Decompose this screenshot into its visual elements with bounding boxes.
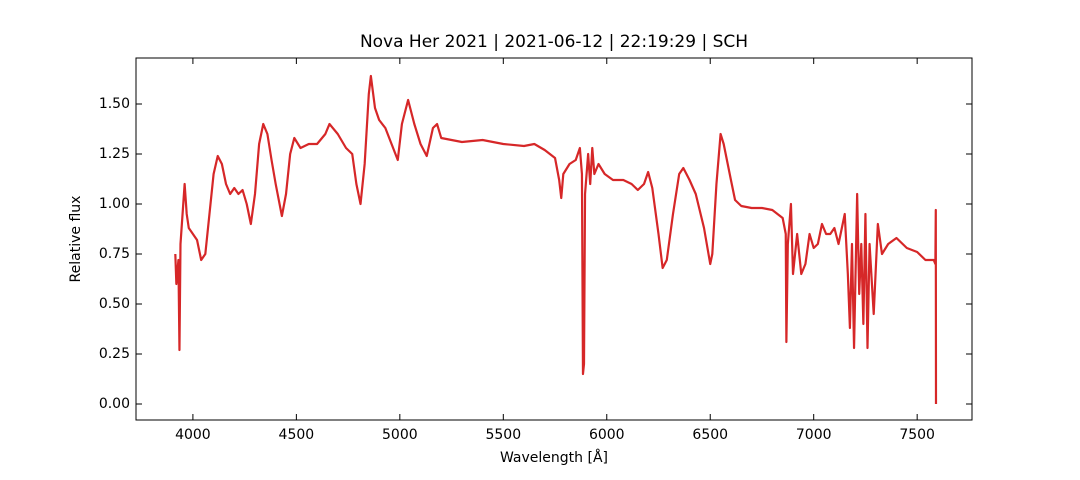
x-tick-label: 5000 <box>382 427 418 443</box>
x-axis-label: Wavelength [Å] <box>500 449 608 466</box>
x-tick-label: 7000 <box>796 427 832 443</box>
y-tick-label: 0.00 <box>99 396 130 412</box>
plot-frame <box>135 57 973 421</box>
x-tick-label: 6000 <box>589 427 625 443</box>
x-tick-label: 5500 <box>485 427 521 443</box>
y-tick-label: 1.00 <box>99 196 130 212</box>
x-tick-label: 6500 <box>692 427 728 443</box>
x-tick-label: 4000 <box>175 427 211 443</box>
spectrum-line <box>174 74 938 405</box>
y-axis-label: Relative flux <box>68 196 84 283</box>
y-tick-label: 0.25 <box>99 346 130 362</box>
x-tick-label: 7500 <box>899 427 935 443</box>
y-tick-label: 0.75 <box>99 246 130 262</box>
x-tick-label: 4500 <box>279 427 315 443</box>
y-tick-label: 0.50 <box>99 296 130 312</box>
y-tick-label: 1.25 <box>99 146 130 162</box>
y-tick-label: 1.50 <box>99 96 130 112</box>
chart-title: Nova Her 2021 | 2021-06-12 | 22:19:29 | … <box>360 32 748 52</box>
